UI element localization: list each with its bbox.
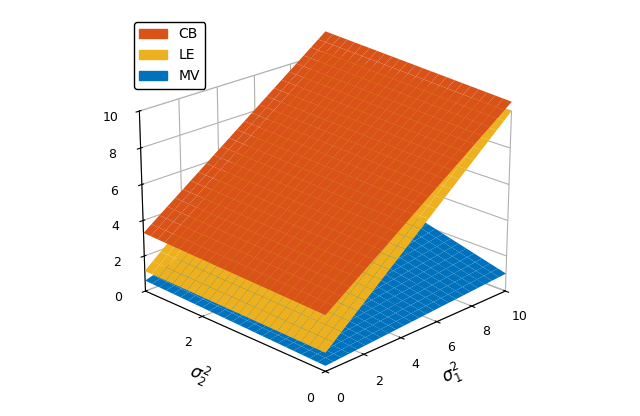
X-axis label: $\sigma_1^2$: $\sigma_1^2$ <box>438 359 467 390</box>
Legend: CB, LE, MV: CB, LE, MV <box>134 22 205 89</box>
Y-axis label: $\sigma_2^2$: $\sigma_2^2$ <box>184 359 212 390</box>
